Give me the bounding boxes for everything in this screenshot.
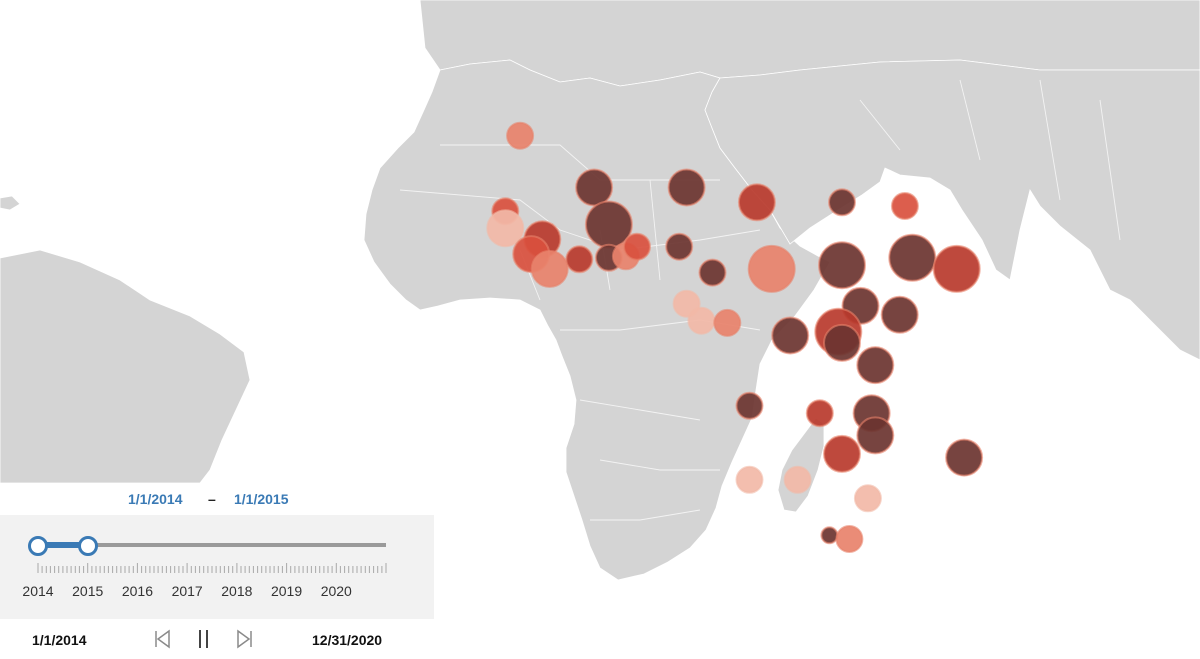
step-back-icon[interactable] bbox=[150, 627, 174, 651]
playback-bar: 1/1/2014 12/31/2020 bbox=[0, 619, 434, 659]
pause-icon[interactable] bbox=[191, 627, 215, 651]
selected-range: 1/1/2014 – 1/1/2015 bbox=[0, 483, 434, 515]
range-separator: – bbox=[208, 491, 216, 507]
slider-start-handle[interactable] bbox=[28, 536, 48, 556]
playback-start-date: 1/1/2014 bbox=[32, 632, 87, 648]
bubble-tanzania[interactable] bbox=[856, 346, 895, 385]
bubble-liberia[interactable] bbox=[530, 249, 569, 288]
bubble-eritrea[interactable] bbox=[890, 192, 919, 220]
bubble-nigeria[interactable] bbox=[665, 232, 694, 261]
land-south-america bbox=[0, 249, 251, 484]
bubble-madagascar[interactable] bbox=[945, 438, 984, 477]
step-forward-icon[interactable] bbox=[233, 627, 257, 651]
timeline-panel: 1/1/2014 – 1/1/2015 2014 2015 2016 2017 2018… bbox=[0, 483, 434, 659]
bubble-niger[interactable] bbox=[667, 168, 706, 207]
bubble-cameroon[interactable] bbox=[698, 258, 727, 287]
bubble-zimbabwe[interactable] bbox=[823, 434, 861, 473]
year-label: 2016 bbox=[121, 583, 153, 599]
bubble-layer bbox=[486, 121, 984, 553]
bubble-republic-of-the-congo[interactable] bbox=[713, 308, 742, 337]
playback-end-date: 12/31/2020 bbox=[312, 632, 383, 648]
bubble-central-african-republic[interactable] bbox=[747, 244, 796, 293]
bubble-guinea-bissau[interactable] bbox=[486, 209, 525, 248]
bubble-western-sahara[interactable] bbox=[506, 121, 535, 150]
bubble-south-sudan[interactable] bbox=[818, 241, 866, 290]
bubble-mozambique[interactable] bbox=[856, 416, 895, 455]
land-cape-verde bbox=[0, 195, 21, 211]
bubble-angola[interactable] bbox=[735, 391, 764, 420]
bubble-dr-congo[interactable] bbox=[771, 316, 810, 355]
slider-track[interactable] bbox=[38, 543, 386, 547]
year-label: 2020 bbox=[320, 583, 352, 599]
bubble-gabon[interactable] bbox=[687, 306, 716, 335]
bubble-sudan[interactable] bbox=[828, 188, 856, 217]
range-start-date: 1/1/2014 bbox=[128, 491, 183, 507]
bubble-south-africa[interactable] bbox=[835, 525, 864, 553]
bubble-lesotho[interactable] bbox=[820, 526, 839, 545]
bubble-burundi[interactable] bbox=[823, 323, 861, 362]
year-label: 2019 bbox=[270, 583, 303, 599]
year-label: 2014 bbox=[22, 583, 54, 599]
bubble-mali[interactable] bbox=[575, 168, 614, 207]
bubble-ethiopia[interactable] bbox=[888, 233, 937, 282]
bubble-namibia[interactable] bbox=[735, 465, 764, 494]
bubble-zambia[interactable] bbox=[805, 399, 834, 428]
year-label: 2017 bbox=[171, 583, 203, 599]
year-label: 2018 bbox=[221, 583, 253, 599]
slider-selected-fill bbox=[38, 542, 88, 548]
bubble-mozambique-south[interactable] bbox=[853, 484, 882, 513]
bubble-botswana[interactable] bbox=[783, 465, 812, 494]
bubble-chad[interactable] bbox=[737, 183, 776, 222]
bubble-benin[interactable] bbox=[623, 232, 651, 261]
range-end-date: 1/1/2015 bbox=[234, 491, 289, 507]
slider-end-handle[interactable] bbox=[77, 536, 98, 556]
bubble-somalia[interactable] bbox=[932, 244, 981, 293]
year-label: 2015 bbox=[72, 583, 104, 599]
bubble-kenya[interactable] bbox=[880, 295, 919, 334]
range-slider[interactable]: 2014 2015 2016 2017 2018 2019 2020 bbox=[0, 515, 434, 619]
slider-ticks bbox=[37, 563, 387, 573]
bubble-ivory-coast[interactable] bbox=[565, 245, 594, 274]
